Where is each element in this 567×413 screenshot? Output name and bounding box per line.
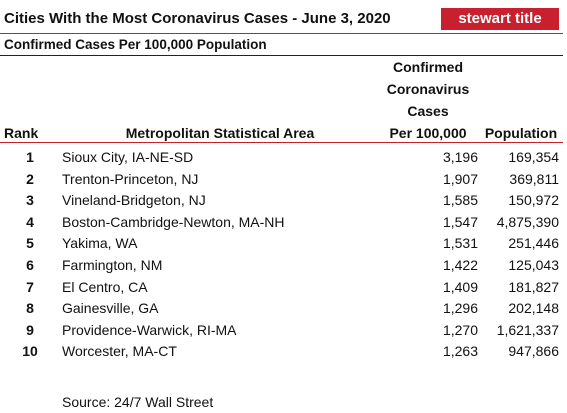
cases: 3,196 [442,149,478,165]
area: Trenton-Princeton, NJ [62,170,199,187]
rank: 7 [26,278,34,295]
population: 947,866 [508,343,559,360]
source: Source: 24/7 Wall Street [62,394,214,410]
population: 169,354 [508,149,559,165]
cases: 1,270 [442,321,478,338]
population: 181,827 [508,278,559,295]
subtitle: Confirmed Cases Per 100,000 Population [4,37,267,52]
area: Gainesville, GA [62,300,159,317]
area: Vineland-Bridgeton, NJ [62,192,206,209]
rank: 8 [26,300,34,317]
area: Yakima, WA [62,235,138,252]
cases: 1,907 [442,170,478,187]
population: 202,148 [508,300,559,317]
cases: 1,531 [442,235,478,252]
column-header: Population [484,125,558,141]
cases: 1,263 [442,343,478,360]
area: Providence-Warwick, RI-MA [62,321,237,338]
column-header: Cases [407,103,449,119]
rank: 10 [22,343,38,360]
rank: 2 [26,170,34,187]
cases: 1,547 [442,213,478,230]
column-header: Confirmed [393,59,463,75]
population: 251,446 [508,235,559,252]
area: Worcester, MA-CT [62,343,177,360]
title-rule [0,33,563,34]
title: Cities With the Most Coronavirus Cases -… [4,10,391,27]
population: 369,811 [509,170,559,187]
rank: 5 [26,235,34,252]
population: 125,043 [508,257,559,273]
column-header: Rank [4,125,39,141]
population: 4,875,390 [496,213,559,230]
header-rule [0,142,563,143]
rank: 3 [26,192,34,209]
cases: 1,409 [442,278,478,295]
rank: 4 [26,213,34,230]
subtitle-rule [0,55,563,56]
area: El Centro, CA [62,278,148,295]
population: 1,621,337 [496,321,559,338]
area: Farmington, NM [62,257,163,273]
brand-logo: stewart title [441,8,559,30]
population: 150,972 [508,192,559,209]
cases: 1,422 [442,257,478,273]
column-header: Coronavirus [386,81,470,97]
area: Boston-Cambridge-Newton, MA-NH [62,213,285,230]
rank: 1 [26,149,34,165]
rank: 9 [26,321,34,338]
area: Sioux City, IA-NE-SD [62,149,194,165]
rank: 6 [26,257,34,273]
column-header: Per 100,000 [389,125,467,141]
cases: 1,585 [442,192,478,209]
cases: 1,296 [442,300,478,317]
column-header: Metropolitan Statistical Area [125,125,315,141]
